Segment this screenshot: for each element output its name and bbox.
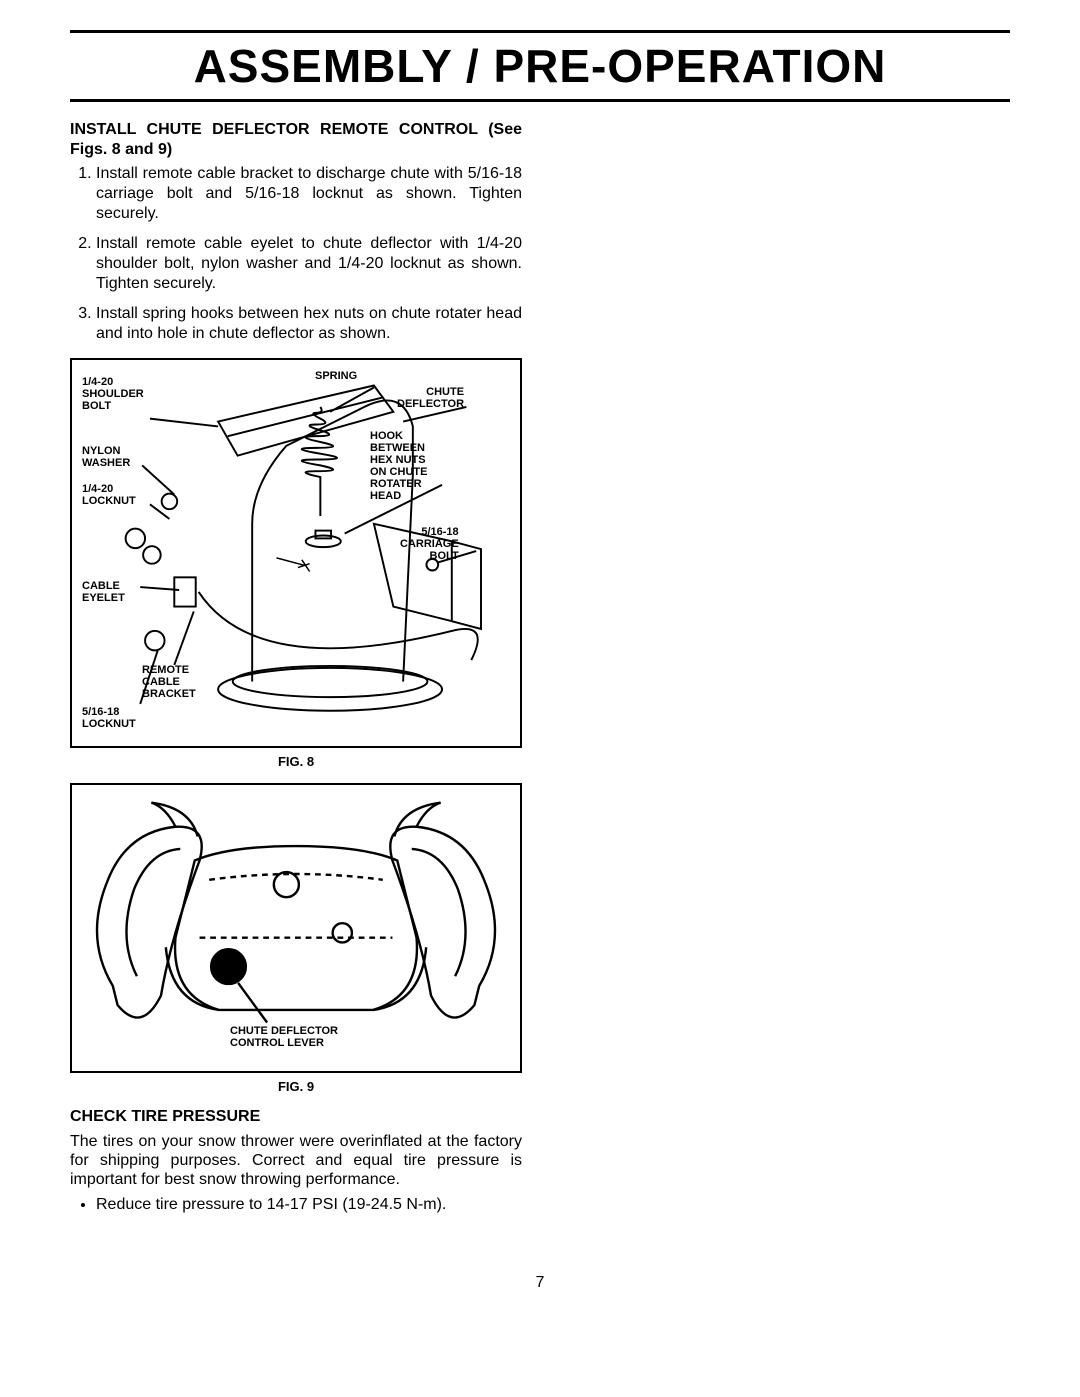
label-nylon-washer: NYLONWASHER: [82, 445, 130, 469]
install-heading: INSTALL CHUTE DEFLECTOR REMOTE CONTROL (…: [70, 120, 522, 160]
label-chute-deflector: CHUTEDEFLECTOR: [397, 386, 464, 410]
label-hook-between: HOOKBETWEENHEX NUTSON CHUTEROTATERHEAD: [370, 430, 427, 503]
figure-9-svg: [80, 793, 512, 1063]
step-1: Install remote cable bracket to discharg…: [96, 164, 522, 224]
right-column: [540, 120, 1010, 1214]
page-title: ASSEMBLY / PRE-OPERATION: [70, 35, 1010, 97]
tire-paragraph: The tires on your snow thrower were over…: [70, 1132, 522, 1190]
figure-8-box: 1/4-20SHOULDERBOLT NYLONWASHER 1/4-20LOC…: [70, 358, 522, 748]
label-shoulder-bolt: 1/4-20SHOULDERBOLT: [82, 376, 144, 412]
content-columns: INSTALL CHUTE DEFLECTOR REMOTE CONTROL (…: [70, 120, 1010, 1214]
figure-8: 1/4-20SHOULDERBOLT NYLONWASHER 1/4-20LOC…: [80, 368, 512, 738]
figure-9: CHUTE DEFLECTORCONTROL LEVER: [80, 793, 512, 1063]
tire-heading: CHECK TIRE PRESSURE: [70, 1108, 522, 1126]
step-3: Install spring hooks between hex nuts on…: [96, 304, 522, 344]
label-remote-cable-bracket: REMOTECABLEBRACKET: [142, 664, 196, 700]
step-2: Install remote cable eyelet to chute def…: [96, 234, 522, 294]
figure-8-caption: FIG. 8: [70, 754, 522, 769]
tire-bullet-1: Reduce tire pressure to 14-17 PSI (19-24…: [96, 1196, 522, 1214]
label-cable-eyelet: CABLEEYELET: [82, 580, 125, 604]
figure-9-box: CHUTE DEFLECTORCONTROL LEVER: [70, 783, 522, 1073]
label-locknut-14: 1/4-20LOCKNUT: [82, 483, 136, 507]
label-spring: SPRING: [315, 370, 357, 382]
page-number: 7: [70, 1274, 1010, 1292]
install-steps: Install remote cable bracket to discharg…: [70, 164, 522, 344]
rule-top: [70, 30, 1010, 33]
label-carriage-bolt: 5/16-18CARRIAGEBOLT: [400, 526, 459, 562]
manual-page: ASSEMBLY / PRE-OPERATION INSTALL CHUTE D…: [0, 0, 1080, 1332]
figure-9-caption: FIG. 9: [70, 1079, 522, 1094]
rule-bottom: [70, 99, 1010, 102]
label-control-lever: CHUTE DEFLECTORCONTROL LEVER: [230, 1025, 338, 1049]
left-column: INSTALL CHUTE DEFLECTOR REMOTE CONTROL (…: [70, 120, 540, 1214]
label-locknut-516: 5/16-18LOCKNUT: [82, 706, 136, 730]
tire-bullets: Reduce tire pressure to 14-17 PSI (19-24…: [70, 1196, 522, 1214]
